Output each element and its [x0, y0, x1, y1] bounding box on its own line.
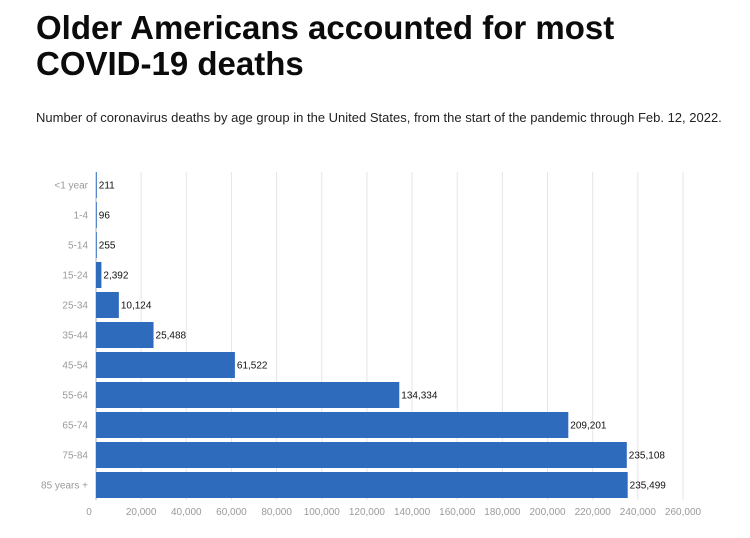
x-tick-label: 140,000: [394, 507, 431, 518]
value-label: 255: [99, 241, 116, 252]
category-label: 25-34: [62, 301, 88, 312]
category-label: 55-64: [62, 391, 88, 402]
x-tick-label: 160,000: [439, 507, 476, 518]
category-label: 5-14: [68, 241, 88, 252]
bar: [96, 412, 569, 438]
value-label: 211: [99, 181, 115, 192]
value-label: 61,522: [237, 361, 268, 372]
chart-subtitle: Number of coronavirus deaths by age grou…: [36, 110, 722, 125]
value-label: 96: [99, 211, 111, 222]
category-label: 15-24: [62, 271, 88, 282]
category-label: 85 years +: [41, 481, 88, 492]
labels: 0 20,000 40,000 60,000 80,000 100,000 120,000 1…: [41, 181, 701, 519]
value-label: 25,488: [156, 331, 187, 342]
category-label: 45-54: [62, 361, 88, 372]
bar: [96, 172, 97, 198]
bar: [96, 442, 627, 468]
value-label: 10,124: [121, 301, 152, 312]
bar: [96, 472, 628, 498]
category-label: 65-74: [62, 421, 88, 432]
value-label: 209,201: [570, 421, 607, 432]
category-label: 35-44: [62, 331, 88, 342]
bar: [96, 322, 154, 348]
bar: [96, 262, 102, 288]
value-label: 2,392: [103, 271, 128, 282]
bar: [96, 352, 235, 378]
x-tick-label: 100,000: [304, 507, 341, 518]
category-label: 1-4: [74, 211, 89, 222]
x-tick-label: 180,000: [484, 507, 521, 518]
category-label: <1 year: [54, 181, 88, 192]
x-tick-label: 200,000: [529, 507, 566, 518]
bar: [96, 202, 97, 228]
x-tick-label: 20,000: [126, 507, 157, 518]
x-tick-label: 120,000: [349, 507, 386, 518]
value-label: 235,108: [629, 451, 666, 462]
chart-title: Older Americans accounted for most COVID…: [36, 9, 615, 82]
bars: [96, 172, 628, 498]
value-label: 134,334: [401, 391, 438, 402]
x-tick-label: 60,000: [216, 507, 247, 518]
bar: [96, 232, 97, 258]
x-tick-label: 0: [86, 507, 92, 518]
bar: [96, 382, 400, 408]
x-tick-label: 220,000: [575, 507, 612, 518]
bar: [96, 292, 119, 318]
x-tick-label: 80,000: [261, 507, 292, 518]
value-label: 235,499: [630, 481, 667, 492]
x-tick-label: 40,000: [171, 507, 202, 518]
category-label: 75-84: [62, 451, 88, 462]
x-tick-label: 240,000: [620, 507, 657, 518]
x-tick-label: 260,000: [665, 507, 702, 518]
